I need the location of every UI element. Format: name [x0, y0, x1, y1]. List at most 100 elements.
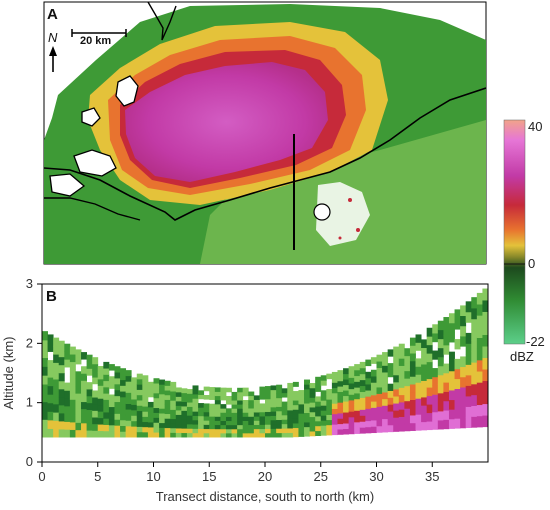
heatmap-cell — [259, 411, 266, 417]
heatmap-cell — [86, 354, 93, 362]
heatmap-cell — [281, 410, 288, 416]
heatmap-cell — [253, 428, 260, 434]
heatmap-cell — [125, 386, 132, 393]
heatmap-cell — [203, 420, 210, 425]
heatmap-cell — [192, 389, 199, 395]
heatmap-cell — [482, 300, 488, 312]
heatmap-cell — [265, 411, 271, 417]
heatmap-cell — [348, 383, 355, 390]
heatmap-cell — [387, 390, 394, 398]
heatmap-cell — [443, 317, 450, 327]
heatmap-cell — [382, 405, 389, 413]
heatmap-cell — [181, 401, 188, 407]
heatmap-cell — [108, 418, 115, 426]
heatmap-cell — [393, 346, 400, 355]
heatmap-cell — [120, 419, 127, 427]
heatmap-cell — [114, 366, 121, 373]
heatmap-cell — [337, 396, 344, 403]
heatmap-cell — [270, 406, 277, 412]
heatmap-cell — [370, 357, 377, 364]
heatmap-cell — [304, 412, 310, 418]
heatmap-cell — [409, 345, 416, 354]
heatmap-cell — [253, 407, 260, 413]
heatmap-cell — [298, 427, 305, 433]
heatmap-cell — [398, 401, 405, 410]
heatmap-cell — [214, 403, 221, 409]
heatmap-cell — [331, 377, 338, 383]
heatmap-cell — [186, 423, 193, 429]
heatmap-cell — [231, 420, 238, 426]
heatmap-cell — [120, 385, 127, 392]
heatmap-cell — [460, 325, 467, 337]
heatmap-cell — [125, 381, 132, 388]
heatmap-cell — [331, 387, 338, 394]
heatmap-cell — [320, 380, 327, 386]
heatmap-cell — [348, 428, 355, 435]
heatmap-cell — [421, 355, 428, 365]
heatmap-cell — [220, 387, 227, 393]
heatmap-cell — [181, 423, 188, 429]
heatmap-cell — [103, 368, 110, 375]
heatmap-cell — [415, 334, 422, 343]
heatmap-cell — [382, 398, 389, 406]
heatmap-cell — [220, 391, 227, 397]
heatmap-cell — [298, 413, 305, 419]
heatmap-cell — [175, 400, 182, 406]
heatmap-cell — [164, 380, 171, 386]
heatmap-cell — [175, 423, 182, 429]
heatmap-cell — [142, 416, 149, 423]
heatmap-cell — [382, 372, 389, 380]
heatmap-cell — [359, 397, 366, 404]
heatmap-cell — [443, 410, 450, 420]
heatmap-cell — [142, 395, 149, 402]
heatmap-cell — [276, 389, 283, 394]
heatmap-cell — [404, 408, 411, 417]
heatmap-cell — [97, 411, 104, 419]
heatmap-cell — [225, 416, 232, 422]
heatmap-cell — [103, 361, 110, 369]
heatmap-cell — [75, 371, 82, 380]
heatmap-cell — [460, 407, 467, 419]
heatmap-cell — [354, 421, 361, 429]
heatmap-cell — [92, 403, 99, 411]
panel-b-label: B — [46, 288, 57, 305]
heatmap-cell — [125, 414, 132, 421]
heatmap-cell — [343, 390, 350, 397]
heatmap-cell — [437, 401, 444, 412]
heatmap-cell — [97, 391, 104, 399]
heatmap-cell — [331, 403, 338, 409]
heatmap-cell — [159, 417, 166, 424]
heatmap-cell — [214, 387, 221, 392]
heatmap-cell — [281, 428, 288, 434]
heatmap-cell — [426, 421, 433, 431]
heatmap-cell — [476, 337, 483, 350]
heatmap-cell — [393, 396, 400, 404]
heatmap-cell — [287, 410, 294, 415]
heatmap-cell — [120, 373, 127, 381]
heatmap-cell — [315, 420, 322, 427]
heatmap-cell — [203, 424, 210, 430]
heatmap-cell — [108, 430, 115, 438]
heatmap-cell — [136, 394, 143, 401]
heatmap-cell — [58, 404, 65, 414]
heatmap-cell — [415, 414, 422, 423]
heatmap-cell — [181, 419, 188, 425]
heatmap-cell — [304, 403, 310, 409]
heatmap-cell — [426, 336, 433, 346]
heatmap-cell — [320, 375, 327, 381]
heatmap-cell — [309, 421, 316, 427]
heatmap-cell — [81, 394, 87, 403]
heatmap-cell — [265, 415, 271, 421]
heatmap-cell — [276, 432, 283, 438]
heatmap-cell — [398, 387, 405, 396]
heatmap-cell — [359, 409, 366, 416]
heatmap-cell — [382, 418, 389, 426]
heatmap-cell — [69, 369, 76, 378]
heatmap-cell — [259, 407, 266, 413]
heatmap-cell — [265, 424, 271, 429]
heatmap-cell — [443, 419, 450, 430]
heatmap-cell — [75, 407, 82, 416]
heatmap-cell — [164, 427, 171, 433]
heatmap-cell — [175, 391, 182, 397]
heatmap-cell — [298, 399, 305, 405]
